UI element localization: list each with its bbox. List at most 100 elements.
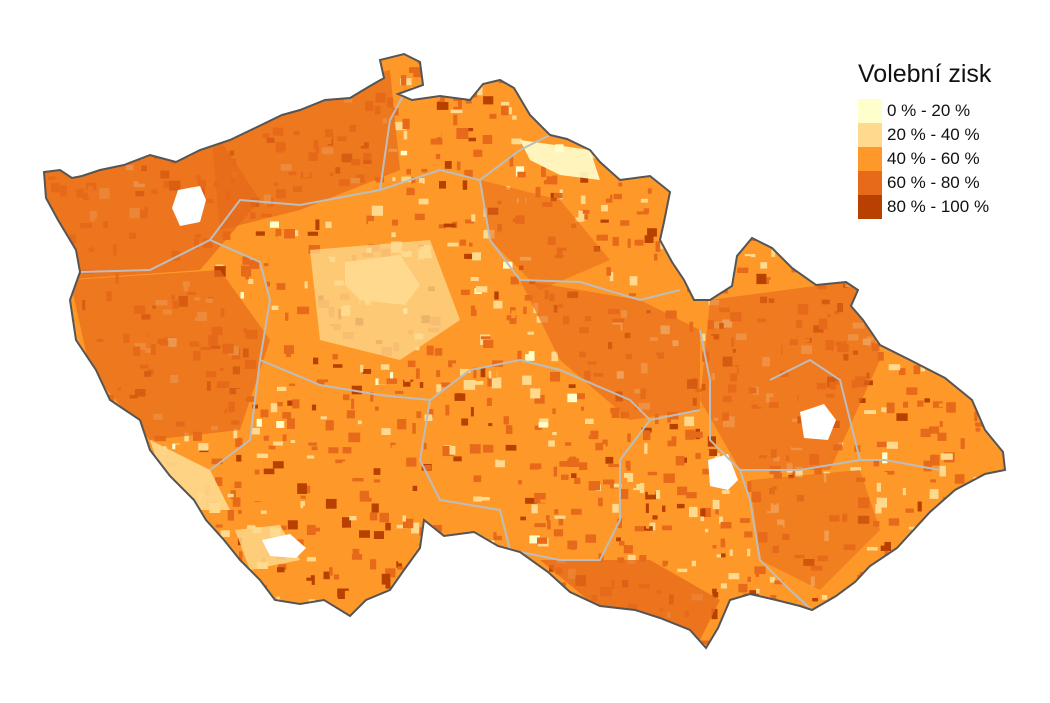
municipality-patch [725, 118, 730, 123]
municipality-patch [984, 327, 990, 338]
municipality-patch [429, 587, 437, 593]
municipality-patch [886, 576, 896, 581]
municipality-patch [515, 166, 525, 177]
municipality-patch [521, 485, 527, 490]
municipality-patch [826, 241, 838, 250]
municipality-patch [61, 438, 70, 447]
municipality-patch [308, 442, 317, 446]
municipality-patch [633, 88, 643, 96]
municipality-patch [297, 306, 310, 315]
municipality-patch [968, 537, 979, 545]
municipality-patch [265, 610, 272, 619]
municipality-patch [288, 442, 293, 449]
municipality-patch [448, 360, 453, 368]
municipality-patch [534, 369, 541, 374]
municipality-patch [408, 644, 417, 648]
municipality-patch [440, 62, 449, 67]
municipality-patch [663, 503, 671, 509]
municipality-patch [232, 497, 241, 507]
municipality-patch [625, 460, 631, 471]
municipality-patch [133, 73, 138, 83]
municipality-patch [44, 337, 48, 341]
municipality-patch [747, 481, 752, 492]
municipality-patch [997, 256, 1005, 260]
municipality-patch [816, 224, 826, 233]
municipality-patch [290, 623, 301, 628]
municipality-patch [263, 468, 275, 475]
municipality-patch [644, 539, 654, 548]
municipality-patch [695, 452, 701, 460]
municipality-patch [611, 633, 622, 640]
municipality-patch [178, 612, 188, 616]
municipality-patch [709, 84, 718, 91]
municipality-patch [760, 159, 765, 167]
municipality-patch [613, 119, 619, 126]
municipality-patch [322, 360, 327, 366]
municipality-patch [543, 176, 554, 185]
municipality-patch [110, 510, 122, 519]
municipality-patch [282, 613, 286, 620]
municipality-patch [411, 177, 416, 184]
municipality-patch [959, 551, 967, 555]
municipality-patch [736, 150, 742, 155]
municipality-patch [107, 546, 112, 556]
municipality-patch [975, 422, 985, 427]
municipality-patch [682, 98, 691, 109]
municipality-patch [759, 621, 765, 633]
municipality-patch [1004, 526, 1005, 536]
municipality-patch [726, 263, 733, 272]
zone-prague [345, 255, 420, 305]
municipality-patch [275, 608, 286, 614]
municipality-patch [607, 148, 618, 154]
municipality-patch [960, 622, 964, 627]
municipality-patch [534, 493, 546, 504]
municipality-patch [992, 545, 1002, 551]
municipality-patch [574, 114, 585, 121]
municipality-patch [695, 170, 699, 174]
municipality-patch [333, 574, 340, 580]
municipality-patch [679, 261, 685, 272]
municipality-patch [886, 402, 895, 414]
municipality-patch [653, 111, 659, 120]
municipality-patch [406, 445, 414, 452]
municipality-patch [283, 402, 290, 408]
municipality-patch [72, 505, 84, 511]
municipality-patch [876, 616, 885, 622]
municipality-patch [346, 410, 355, 419]
municipality-patch [769, 576, 776, 583]
municipality-patch [128, 600, 133, 611]
municipality-patch [144, 484, 154, 493]
municipality-patch [362, 369, 372, 374]
municipality-patch [648, 288, 652, 296]
municipality-patch [920, 367, 926, 372]
municipality-patch [588, 644, 597, 648]
municipality-patch [781, 194, 786, 202]
legend-swatch [858, 195, 882, 219]
municipality-patch [671, 91, 684, 101]
municipality-patch [813, 626, 818, 633]
municipality-patch [184, 432, 189, 442]
municipality-patch [298, 504, 306, 513]
municipality-patch [373, 468, 381, 475]
municipality-patch [793, 108, 805, 116]
municipality-patch [892, 587, 897, 598]
municipality-patch [74, 392, 84, 398]
municipality-patch [552, 620, 559, 625]
municipality-patch [268, 436, 273, 442]
municipality-patch [902, 223, 912, 234]
municipality-patch [675, 456, 685, 466]
municipality-patch [595, 98, 600, 106]
municipality-patch [487, 376, 493, 387]
municipality-patch [696, 236, 706, 246]
municipality-patch [181, 626, 191, 636]
municipality-patch [999, 305, 1005, 310]
municipality-patch [421, 168, 428, 173]
municipality-patch [630, 152, 643, 160]
municipality-patch [908, 350, 913, 357]
municipality-patch [141, 607, 151, 617]
municipality-patch [367, 459, 379, 464]
municipality-patch [477, 648, 482, 654]
municipality-patch [68, 535, 77, 544]
municipality-patch [302, 74, 313, 82]
municipality-patch [136, 539, 143, 545]
